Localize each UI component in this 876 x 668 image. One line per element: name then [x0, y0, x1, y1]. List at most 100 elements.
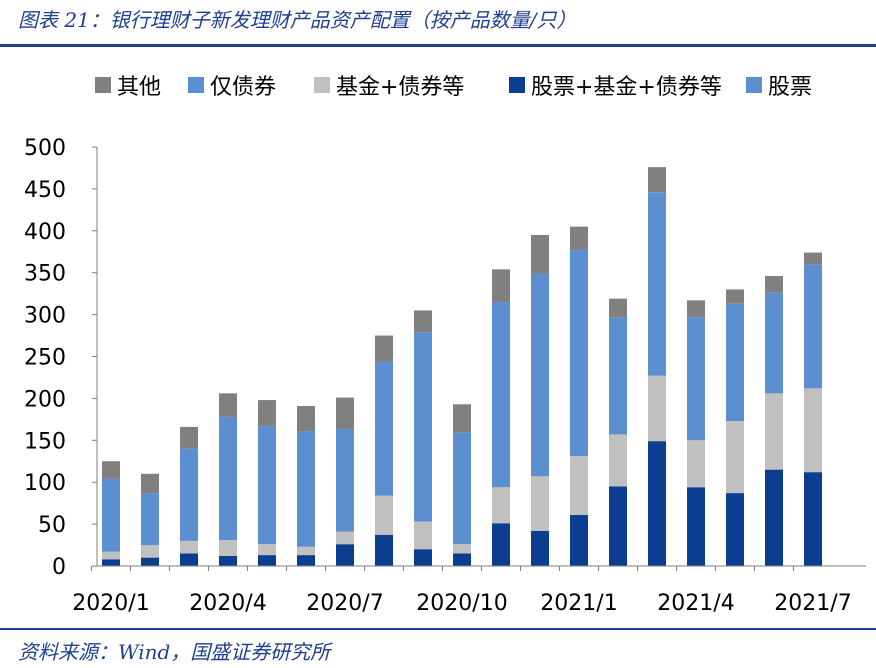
title-rule [0, 44, 876, 47]
bar-2021-3-股票-基金-债券等 [648, 441, 666, 566]
bar-2020-11-股票-基金-债券等 [492, 523, 510, 566]
y-tick-label-0: 0 [52, 555, 66, 580]
x-tick-label-2020-10: 2020/10 [416, 591, 507, 616]
bar-2021-4-股票-基金-债券等 [687, 487, 705, 566]
y-tick-label-250: 250 [24, 346, 66, 371]
legend-label-股票: 股票 [768, 75, 812, 100]
x-tick-label-2020-7: 2020/7 [306, 591, 383, 616]
bar-2020-1-基金-债券等 [102, 551, 120, 560]
bar-2020-3-股票-基金-债券等 [180, 553, 198, 566]
bar-2020-5-仅债券 [258, 426, 276, 545]
bar-2020-11-基金-债券等 [492, 487, 510, 524]
x-tick-label-2021-1: 2021/1 [540, 591, 617, 616]
bar-2020-7-股票-基金-债券等 [336, 544, 354, 566]
bar-2020-12-仅债券 [531, 273, 549, 477]
bar-2021-2-仅债券 [609, 317, 627, 435]
bar-2020-11-其他 [492, 269, 510, 303]
y-tick-label-200: 200 [24, 387, 66, 412]
y-tick-label-150: 150 [24, 429, 66, 454]
bar-2021-3-基金-债券等 [648, 375, 666, 442]
bar-2021-1-仅债券 [570, 250, 588, 457]
bar-2020-2-其他 [141, 473, 159, 494]
y-tick-label-500: 500 [24, 136, 66, 161]
bar-2020-4-其他 [219, 393, 237, 417]
bar-2021-7-基金-债券等 [804, 388, 822, 473]
bar-2021-3-其他 [648, 167, 666, 193]
bar-2020-9-仅债券 [414, 332, 432, 522]
y-tick-label-450: 450 [24, 178, 66, 203]
y-tick-label-50: 50 [38, 513, 66, 538]
bar-2020-4-股票-基金-债券等 [219, 555, 237, 566]
bar-2020-10-基金-债券等 [453, 544, 471, 554]
source-note: 资料来源：Wind，国盛证券研究所 [18, 640, 331, 664]
bar-2021-6-其他 [765, 276, 783, 293]
y-tick-label-350: 350 [24, 262, 66, 287]
bar-2021-5-股票-基金-债券等 [726, 493, 744, 566]
legend-swatch-股票 [746, 77, 762, 93]
bar-2020-9-基金-债券等 [414, 521, 432, 550]
y-tick-label-400: 400 [24, 220, 66, 245]
bar-2021-4-其他 [687, 300, 705, 318]
legend-label-基金-债券等: 基金+债券等 [336, 75, 464, 100]
bar-2020-10-股票-基金-债券等 [453, 553, 471, 566]
bar-2020-1-其他 [102, 461, 120, 479]
bar-2020-1-股票-基金-债券等 [102, 559, 120, 566]
bar-2020-10-其他 [453, 404, 471, 433]
bar-2021-6-仅债券 [765, 292, 783, 394]
bar-2021-4-仅债券 [687, 317, 705, 441]
x-tick-label-2020-4: 2020/4 [189, 591, 266, 616]
bar-2021-5-仅债券 [726, 303, 744, 422]
legend-label-仅债券: 仅债券 [210, 75, 276, 100]
y-axis: 0 50 100 150 200 250 300 350 400 450 500 [24, 136, 98, 580]
bar-2020-5-股票-基金-债券等 [258, 555, 276, 566]
bar-2021-2-基金-债券等 [609, 434, 627, 487]
x-tick-label-2021-7: 2021/7 [774, 591, 851, 616]
bar-2020-8-仅债券 [375, 361, 393, 496]
bar-2021-6-股票-基金-债券等 [765, 469, 783, 566]
bar-2020-3-仅债券 [180, 448, 198, 541]
bar-2021-2-其他 [609, 298, 627, 318]
bar-2020-7-仅债券 [336, 428, 354, 532]
bar-2021-7-仅债券 [804, 264, 822, 389]
bar-2020-6-股票-基金-债券等 [297, 555, 315, 566]
bar-2020-6-仅债券 [297, 431, 315, 547]
bar-2020-2-仅债券 [141, 493, 159, 546]
bar-2021-7-股票-基金-债券等 [804, 472, 822, 566]
bar-2020-4-基金-债券等 [219, 540, 237, 556]
bar-2020-12-其他 [531, 234, 549, 274]
bar-2020-9-股票-基金-债券等 [414, 549, 432, 566]
bar-2021-1-基金-债券等 [570, 456, 588, 515]
legend-label-其他: 其他 [117, 75, 161, 100]
bar-2020-6-其他 [297, 405, 315, 432]
bar-2020-4-仅债券 [219, 416, 237, 541]
bar-2020-12-基金-债券等 [531, 476, 549, 531]
bar-2021-4-基金-债券等 [687, 440, 705, 488]
x-tick-label-2021-4: 2021/4 [657, 591, 734, 616]
legend-label-股票-基金-债券等: 股票+基金+债券等 [531, 75, 722, 100]
bar-2020-9-其他 [414, 310, 432, 333]
bar-2020-2-股票-基金-债券等 [141, 557, 159, 566]
bar-2020-5-基金-债券等 [258, 544, 276, 556]
bar-2020-12-股票-基金-债券等 [531, 530, 549, 566]
bar-2021-1-其他 [570, 226, 588, 251]
bar-2021-5-其他 [726, 289, 744, 304]
bar-2021-1-股票-基金-债券等 [570, 514, 588, 566]
bar-2020-3-基金-债券等 [180, 540, 198, 554]
chart-legend: 其他 仅债券 基金+债券等 股票+基金+债券等 股票 [95, 75, 812, 100]
bar-2021-3-仅债券 [648, 192, 666, 376]
legend-swatch-股票-基金-债券等 [509, 77, 525, 93]
bar-2020-8-其他 [375, 335, 393, 362]
stacked-bar-chart: 其他 仅债券 基金+债券等 股票+基金+债券等 股票 0 50 100 150 200 250 30… [24, 75, 866, 616]
bar-2021-2-股票-基金-债券等 [609, 486, 627, 566]
legend-swatch-仅债券 [188, 77, 204, 93]
bar-2020-7-基金-债券等 [336, 531, 354, 545]
bar-2020-3-其他 [180, 426, 198, 449]
bar-2021-5-基金-债券等 [726, 421, 744, 494]
bar-2020-6-基金-债券等 [297, 546, 315, 556]
bars [102, 167, 822, 566]
legend-swatch-基金-债券等 [314, 77, 330, 93]
x-tick-label-2020-1: 2020/1 [72, 591, 149, 616]
legend-swatch-其他 [95, 77, 111, 93]
y-tick-label-300: 300 [24, 304, 66, 329]
bar-2020-7-其他 [336, 397, 354, 429]
